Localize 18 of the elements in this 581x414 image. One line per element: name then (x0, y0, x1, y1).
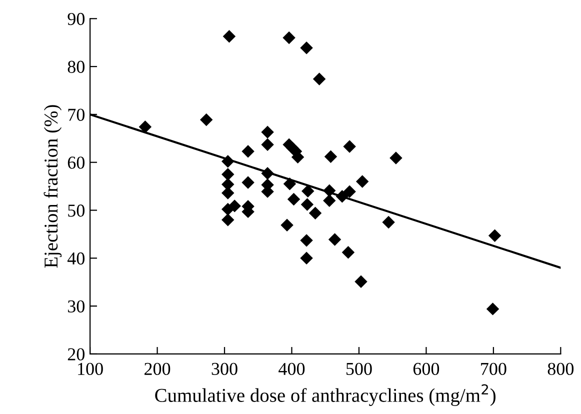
x-tick-label: 100 (78, 362, 103, 376)
x-tick-label: 300 (212, 362, 238, 376)
y-tick-label: 90 (68, 12, 85, 26)
x-tick-label: 800 (548, 362, 574, 376)
x-tick-label: 500 (346, 362, 372, 376)
y-tick-label: 20 (68, 348, 85, 360)
y-tick-label: 40 (67, 252, 85, 265)
x-tick-label: 200 (144, 362, 170, 376)
y-tick-label: 80 (68, 60, 85, 73)
y-axis-title: Ejection fraction (%) (44, 105, 62, 268)
y-tick-label: 50 (68, 204, 85, 217)
y-tick-label: 70 (68, 108, 85, 121)
x-tick-label: 600 (413, 362, 440, 376)
x-tick-label: 400 (278, 362, 305, 376)
y-tick-label: 30 (68, 300, 85, 313)
x-tick-label: 700 (481, 362, 506, 376)
y-tick-label: 60 (68, 156, 85, 169)
x-axis-title: Cumulative dose of anthracyclines (mg/m$^{2}$) (155, 384, 496, 406)
